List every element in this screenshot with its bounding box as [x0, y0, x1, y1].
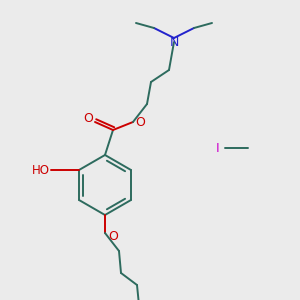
Text: O: O [135, 116, 145, 128]
Text: N: N [169, 35, 179, 49]
Text: I: I [216, 142, 220, 154]
Text: O: O [83, 112, 93, 124]
Text: O: O [108, 230, 118, 244]
Text: HO: HO [32, 164, 50, 176]
